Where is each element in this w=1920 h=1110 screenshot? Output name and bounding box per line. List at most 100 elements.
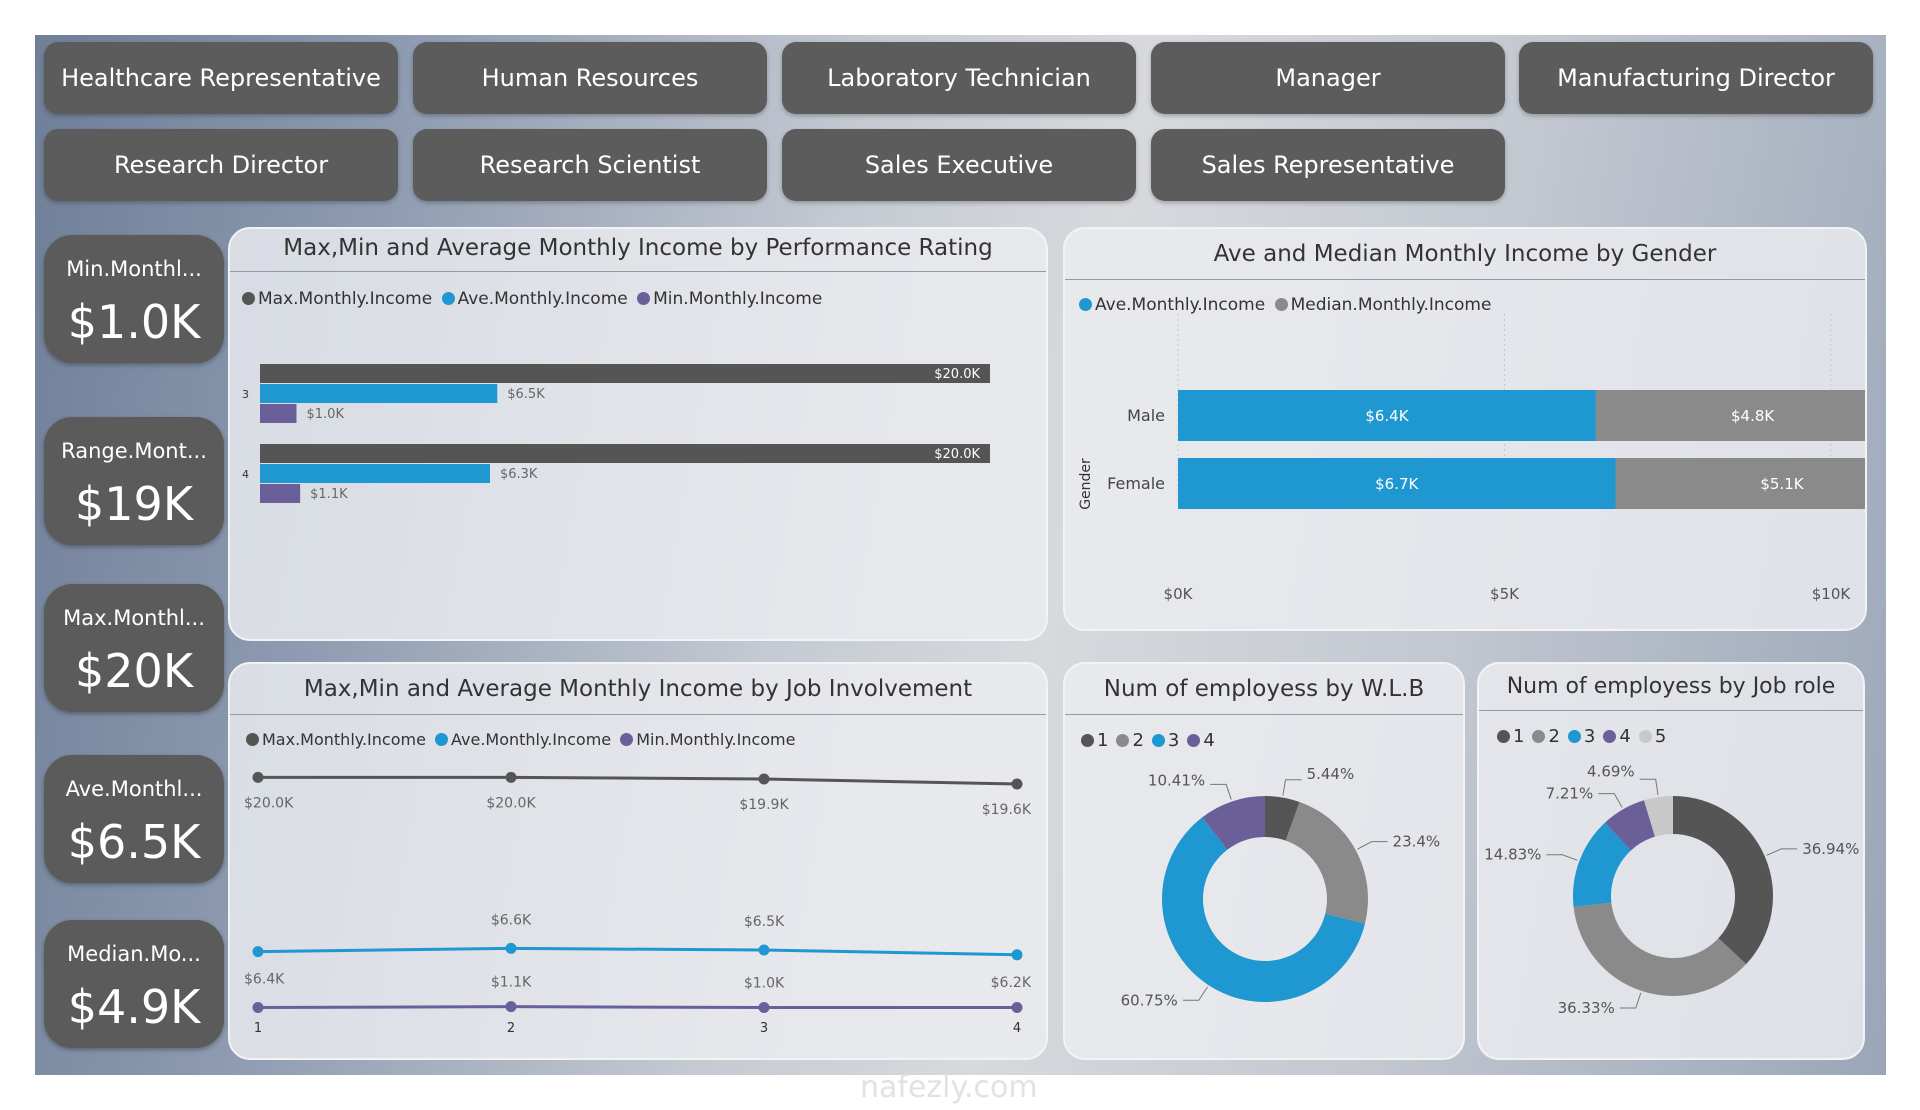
panel-income-by-performance-rating: Max,Min and Average Monthly Income by Pe… [228,227,1048,641]
bar-segment-median [1615,458,1865,509]
legend-item-5: 5 [1654,726,1667,747]
data-label: $20.0K [244,795,294,811]
data-point [1011,949,1023,961]
data-label: 4.69% [1587,762,1635,780]
data-label: $1.0K [744,976,785,992]
slicer-sales-representative[interactable]: Sales Representative [1151,129,1505,201]
data-label: $20.0K [934,367,980,382]
bar-ave-monthly-income [260,464,490,483]
data-label: 10.41% [1148,771,1205,789]
donut-slice-4 [1605,800,1655,851]
kpi-value: $6.5K [67,815,201,869]
data-label: 14.83% [1484,846,1541,864]
legend-dot-2 [1116,734,1130,747]
x-tick-label: 1 [254,1021,262,1036]
legend-dot-3 [1567,730,1581,743]
donut-slice-2 [1285,801,1368,924]
title-divider [1065,279,1865,280]
leader-line [1182,986,1208,1001]
donut-slice-1 [1265,796,1300,841]
legend-dot-4 [1603,730,1617,743]
data-label: 36.94% [1802,840,1859,858]
leader-line [1619,992,1642,1009]
data-label: $1.1K [491,975,532,991]
data-label: 7.21% [1546,785,1594,803]
category-label: Male [1127,406,1165,425]
leader-line [1282,779,1302,796]
job-involvement-line-chart: $20.0K $20.0K $19.9K $19.6K $6.4K $6.6K $6.5K $… [244,771,1032,1036]
data-label: $6.5K [507,387,545,402]
legend-item-max: Max.Monthly.Income [258,289,433,309]
slicer-healthcare-representative[interactable]: Healthcare Representative [44,42,398,114]
donut-slice-5 [1643,796,1673,837]
kpi-value: $4.9K [67,980,201,1034]
bar-max-monthly-income [260,444,990,463]
slicer-manager[interactable]: Manager [1151,42,1505,114]
legend-dot-ave [1079,298,1092,311]
data-label: $20.0K [486,795,536,811]
data-label: $6.5K [744,914,785,930]
legend-item-4: 4 [1203,730,1215,751]
legend-item-3: 3 [1167,730,1180,751]
legend-item-max: Max.Monthly.Income [262,730,426,749]
chart-title: Ave and Median Monthly Income by Gender [1213,241,1717,267]
kpi-card-ave-monthly-income: Ave.Monthl... $6.5K [44,755,224,883]
legend-dot-ave [435,733,448,746]
leader-line [1546,854,1578,861]
data-point [758,773,770,785]
slicer-manufacturing-director[interactable]: Manufacturing Director [1519,42,1873,114]
slicer-research-scientist[interactable]: Research Scientist [413,129,767,201]
slicer-human-resources[interactable]: Human Resources [413,42,767,114]
data-label: $20.0K [934,447,980,462]
legend-dot-4 [1187,734,1201,747]
data-point [252,1002,264,1013]
legend-item-1: 1 [1097,730,1109,751]
legend-dot-min [620,733,634,746]
performance-bar-chart: 3 $20.0K $6.5K $1.0K 4 $20.0K $6.3K $1.1K [242,364,990,503]
dashboard-background: Healthcare Representative Human Resource… [35,35,1886,1075]
bar-min-monthly-income [260,484,301,503]
data-label: $19.6K [982,802,1032,818]
bar-max-monthly-income [260,364,990,383]
x-tick-label: $10K [1812,585,1852,603]
x-tick-label: $0K [1164,585,1194,603]
legend-dot-1 [1497,730,1510,743]
data-label: $6.3K [500,467,538,482]
panel-income-by-job-involvement: Max,Min and Average Monthly Income by Jo… [228,662,1048,1060]
data-point [1011,1002,1023,1013]
donut-slice-1 [1673,796,1773,965]
job-role-donut-chart: 36.94% 36.33% 14.83% 7.21% 4.69% [1484,762,1859,1017]
bar-ave-monthly-income [260,384,498,403]
legend-dot-1 [1081,734,1094,747]
data-point [1011,778,1023,790]
title-divider [230,714,1046,715]
legend-dot-2 [1532,730,1546,743]
data-point [505,771,517,783]
slicer-research-director[interactable]: Research Director [44,129,398,201]
bar-min-monthly-income [260,404,297,423]
slicer-laboratory-technician[interactable]: Laboratory Technician [782,42,1136,114]
category-label: Female [1107,474,1165,493]
data-label: 23.4% [1393,833,1441,851]
legend-item-median: Median.Monthly.Income [1290,295,1492,315]
kpi-label: Min.Monthl... [66,257,202,281]
chart-legend[interactable]: Ave.Monthly.Income Median.Monthly.Income [1075,295,1491,315]
panel-income-by-gender: Ave and Median Monthly Income by Gender … [1063,227,1867,631]
kpi-label: Median.Mo... [67,942,201,966]
legend-dot-ave [441,292,455,305]
data-label: $4.8K [1731,407,1775,425]
chart-legend[interactable]: 1 2 3 4 [1077,730,1219,751]
kpi-value: $1.0K [67,295,201,349]
series-line-ave-monthly-income [257,946,1018,957]
legend-dot-3 [1151,734,1165,747]
data-label: $5.1K [1760,475,1804,493]
leader-line [1357,841,1388,850]
data-label: $1.0K [307,407,345,422]
chart-legend[interactable]: Max.Monthly.Income Ave.Monthly.Income Mi… [238,289,822,309]
kpi-card-max-monthly-income: Max.Monthl... $20K [44,584,224,712]
slicer-sales-executive[interactable]: Sales Executive [782,129,1136,201]
chart-legend[interactable]: 1 2 3 4 5 [1493,726,1670,747]
chart-legend[interactable]: Max.Monthly.Income Ave.Monthly.Income Mi… [242,730,795,749]
chart-title: Num of employess by W.L.B [1103,676,1425,702]
donut-slice-4 [1202,796,1265,850]
